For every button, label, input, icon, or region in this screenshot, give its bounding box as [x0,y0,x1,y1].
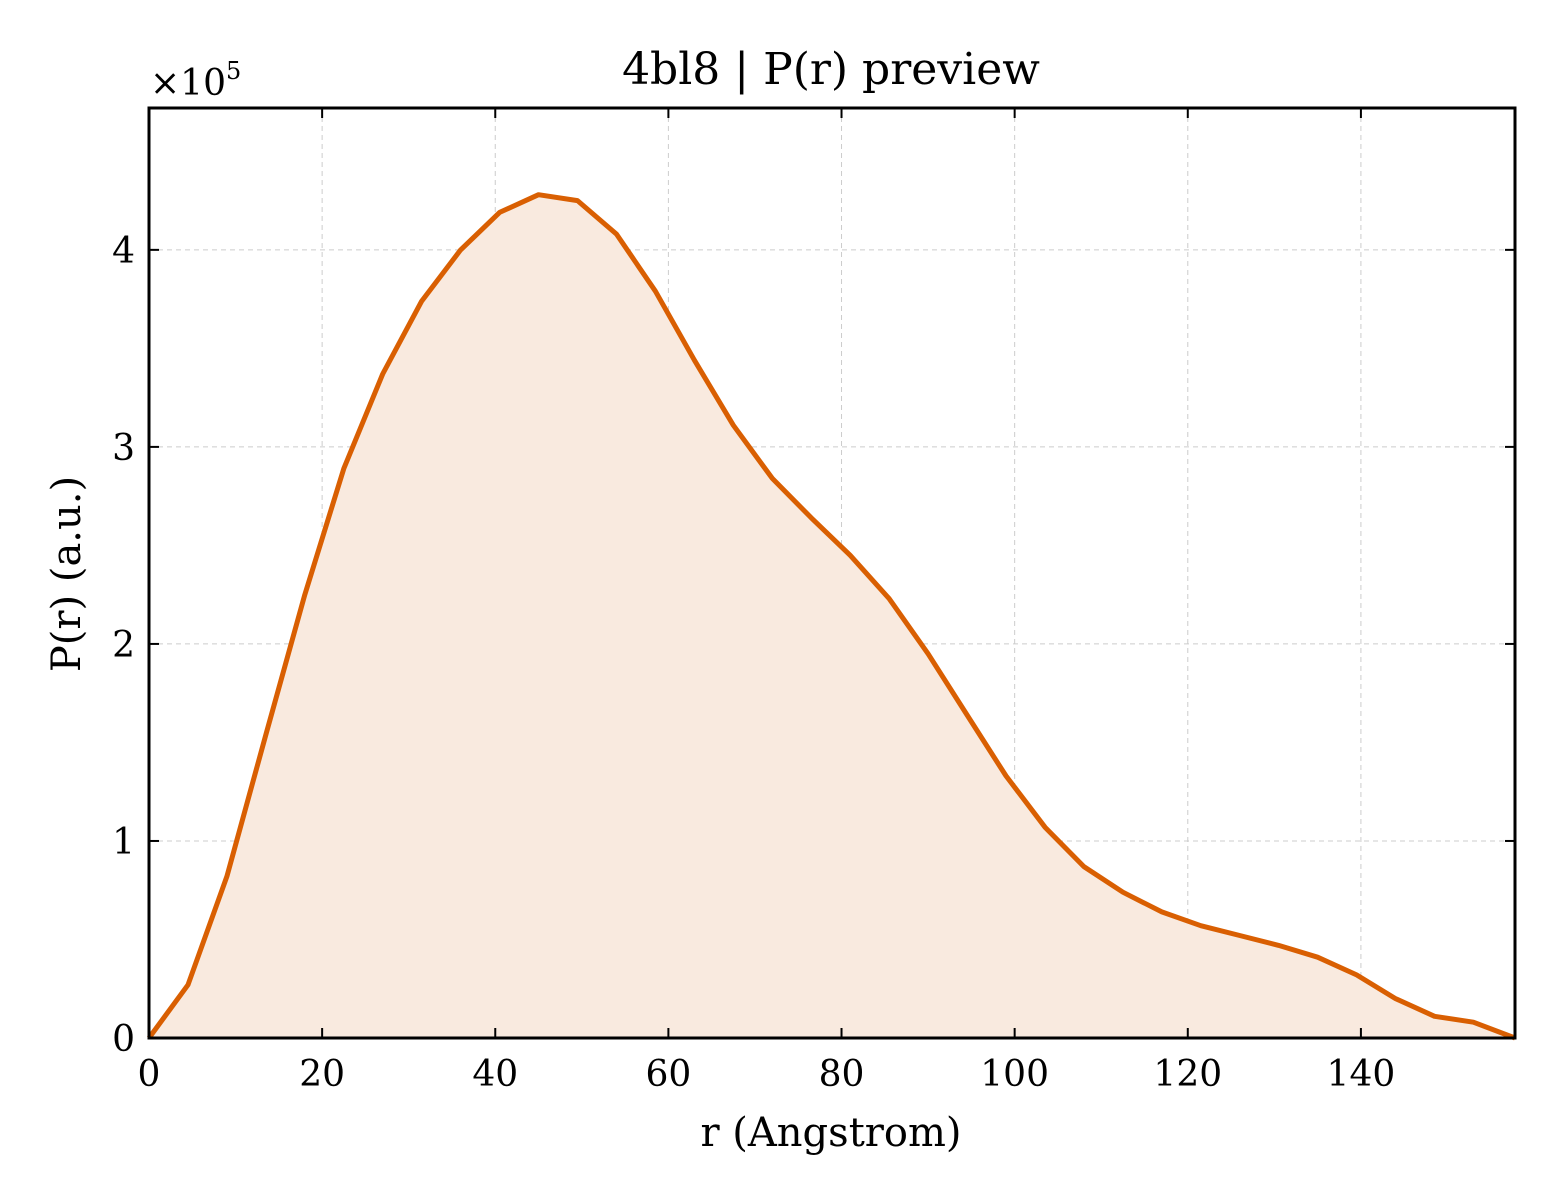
data-point [1006,775,1007,776]
data-point [421,301,422,302]
data-point [382,374,383,375]
x-tick-label: 60 [645,1054,691,1095]
y-multiplier-base: ×10 [150,63,226,104]
x-tick-label: 100 [980,1054,1049,1095]
data-point [1239,935,1240,936]
data-point [1356,974,1357,975]
x-tick-label: 40 [472,1054,518,1095]
plot-frame [147,106,1517,1040]
data-point [772,478,773,479]
y-tick-label: 3 [112,428,135,469]
x-tick-label: 80 [819,1054,865,1095]
x-tick-label: 120 [1153,1054,1222,1095]
ticks: 0 20 40 60 80 100 120 140 0 1 2 3 4 [112,108,1515,1095]
x-tick-label: 0 [138,1054,161,1095]
data-point [616,234,617,235]
data-point [967,714,968,715]
data-point [1473,1022,1474,1023]
area-layer [149,194,1515,1038]
data-point [889,598,890,599]
data-point [811,517,812,518]
y-multiplier: ×105 [150,57,241,104]
data-point [694,360,695,361]
x-tick-label: 140 [1327,1054,1396,1095]
x-axis-label: r (Angstrom) [700,1110,961,1156]
data-point [1278,945,1279,946]
data-point [733,425,734,426]
data-point [1045,827,1046,828]
y-multiplier-exponent: 5 [226,57,241,85]
data-point [188,984,189,985]
data-point [1317,957,1318,958]
data-point [499,212,500,213]
chart-title: 4bl8 | P(r) preview [622,44,1040,95]
data-point [304,594,305,595]
y-tick-label: 1 [112,822,135,863]
y-tick-label: 4 [112,231,135,272]
y-tick-label: 2 [112,625,135,666]
x-tick-label: 20 [299,1054,345,1095]
data-point [265,734,266,735]
y-axis-label: P(r) (a.u.) [44,476,90,672]
series-area-fill [149,194,1515,1038]
series-line [146,192,1516,1041]
data-point [226,876,227,877]
data-point [850,555,851,556]
data-point [928,653,929,654]
data-point [1161,911,1162,912]
data-point [1083,866,1084,867]
data-point [577,200,578,201]
y-tick-label: 0 [112,1019,135,1060]
data-point [1200,925,1201,926]
data-point [460,249,461,250]
line-layer [146,192,1516,1041]
data-point [1434,1016,1435,1017]
data-point [538,194,539,195]
data-point [343,468,344,469]
data-point [1122,892,1123,893]
data-point [1395,998,1396,999]
data-point [655,291,656,292]
